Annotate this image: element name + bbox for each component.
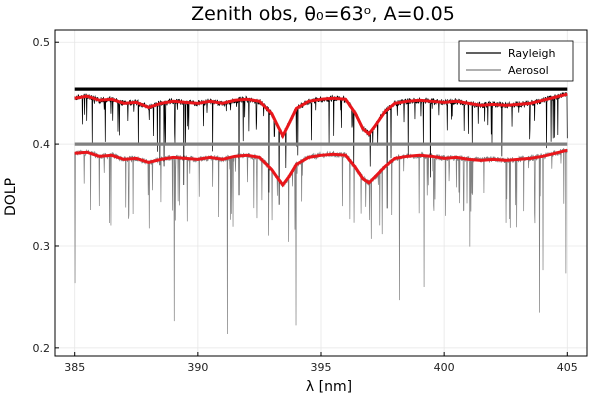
x-tick-label: 390 [187, 361, 208, 374]
legend-label-rayleigh: Rayleigh [508, 47, 556, 60]
y-ticks: 0.2 0.3 0.4 0.5 [33, 36, 59, 355]
y-tick-label: 0.4 [33, 138, 51, 151]
y-tick-label: 0.3 [33, 240, 51, 253]
legend: Rayleigh Aerosol [458, 40, 574, 82]
legend-label-aerosol: Aerosol [508, 64, 549, 77]
y-axis-title: DOLP [3, 178, 19, 216]
x-tick-label: 405 [557, 361, 578, 374]
y-tick-label: 0.2 [33, 342, 51, 355]
series-5-smoothed-red [74, 148, 568, 188]
chart-title: Zenith obs, θ₀=63ᵒ, A=0.05 [191, 3, 455, 25]
series-4-smoothed-red [74, 92, 568, 140]
x-axis-title: λ [nm] [306, 379, 352, 395]
x-tick-label: 385 [64, 361, 85, 374]
y-tick-label: 0.5 [33, 36, 51, 49]
x-tick-label: 395 [311, 361, 332, 374]
legend-box [458, 40, 574, 82]
x-ticks: 385 390 395 400 405 [64, 352, 578, 374]
x-tick-label: 400 [434, 361, 455, 374]
series-group [74, 87, 568, 335]
